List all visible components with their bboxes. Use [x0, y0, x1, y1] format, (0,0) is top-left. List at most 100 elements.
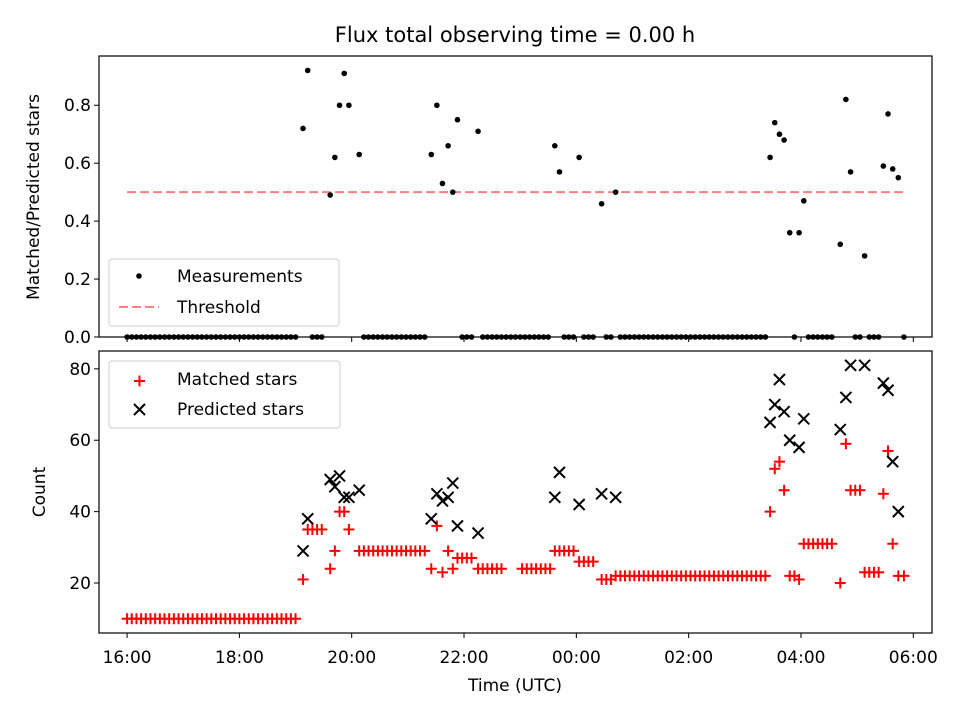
bottom-y-tick-label: 20 [69, 574, 91, 594]
predicted-point-b [301, 512, 314, 525]
matched-point [329, 545, 341, 557]
measurement-point [767, 154, 773, 161]
predicted-point-b [333, 469, 346, 483]
predicted-point-b [892, 505, 905, 518]
matched-point [596, 573, 608, 585]
bottom-plot: 20 40 60 80 16:00 18:00 20:00 22:00 00:00 02:00 04… [30, 350, 938, 696]
measurement-point [346, 102, 352, 109]
matched-point [873, 566, 885, 578]
legend-matched-marker [134, 375, 145, 387]
predicted-point [892, 505, 905, 518]
measurement-point [612, 189, 619, 195]
x-axis-label: Time (UTC) [467, 676, 562, 696]
matched-point [353, 545, 365, 557]
bottom-plot-ticks: 20 40 60 80 16:00 18:00 20:00 22:00 00:00 02:00 04… [69, 360, 937, 668]
matched-point [759, 570, 771, 582]
predicted-point [763, 416, 777, 429]
predicted-point-b [441, 491, 455, 504]
predicted-point-b [553, 466, 566, 479]
predicted-point [471, 526, 485, 540]
predicted-point-b [446, 476, 459, 490]
top-y-tick-label: 0.4 [64, 212, 91, 232]
measurement-point [576, 154, 582, 161]
predicted-point [548, 491, 562, 504]
x-tick-label: 04:00 [776, 648, 825, 668]
matched-point [553, 545, 565, 557]
predicted-point-b [342, 491, 356, 504]
measurement-point [428, 151, 435, 158]
legend-measurements-label: Measurements [177, 267, 303, 287]
matched-point [854, 484, 866, 496]
top-legend-box [108, 258, 340, 327]
matched-point [495, 563, 507, 575]
predicted-point [797, 412, 810, 426]
legend-predicted-marker [133, 403, 146, 416]
top-legend: Measurements Threshold [108, 258, 340, 327]
top-plot: 0.00.20.40.60.8 Matched/Predicted stars … [24, 55, 933, 348]
predicted-point [792, 441, 806, 454]
matched-point [436, 566, 448, 578]
matched-point [773, 456, 785, 468]
legend-measurements-marker [136, 273, 142, 279]
predicted-point [858, 359, 871, 372]
bottom-plot-marks [121, 359, 910, 625]
predicted-point [425, 512, 438, 525]
x-tick-label: 18:00 [215, 648, 264, 668]
predicted-point [572, 498, 586, 511]
predicted-point-b [858, 359, 871, 372]
top-y-tick-label: 0.0 [64, 328, 91, 348]
predicted-point [333, 469, 346, 483]
measurement-point [434, 102, 440, 109]
predicted-point [881, 384, 895, 397]
legend-predicted-label: Predicted stars [177, 400, 304, 420]
x-tick-label: 06:00 [889, 648, 938, 668]
measurement-point [445, 143, 451, 149]
predicted-point-b [436, 494, 449, 508]
bottom-y-tick-label: 80 [69, 360, 91, 380]
predicted-point-b [430, 487, 444, 500]
matched-point [338, 506, 350, 518]
bottom-legend: Matched stars Predicted stars [108, 360, 341, 429]
matched-point [877, 488, 889, 500]
measurement-point [341, 70, 348, 77]
top-y-tick-label: 0.6 [64, 154, 91, 174]
measurement-point [895, 174, 902, 181]
x-tick-label: 22:00 [440, 648, 489, 668]
predicted-point-b [797, 412, 810, 426]
legend-threshold-label: Threshold [176, 298, 261, 318]
matched-point [544, 563, 556, 575]
predicted-point-b [451, 519, 464, 533]
predicted-point [595, 487, 608, 500]
measurement-point [781, 137, 787, 143]
matched-point [419, 545, 431, 557]
matched-point [290, 613, 302, 625]
predicted-point [609, 491, 622, 504]
measurement-point [449, 189, 456, 195]
predicted-point-b [768, 398, 781, 411]
chart-title: Flux total observing time = 0.00 h [335, 23, 695, 47]
predicted-point [886, 455, 899, 468]
predicted-point-b [881, 384, 895, 397]
predicted-point [777, 405, 791, 418]
matched-point [764, 506, 776, 518]
predicted-point-b [834, 423, 847, 436]
matched-point [845, 484, 857, 496]
matched-point [887, 538, 899, 550]
matched-point [568, 545, 580, 557]
measurement-point [837, 241, 844, 248]
predicted-point [839, 391, 853, 404]
matched-point [324, 563, 336, 575]
matched-point [573, 556, 585, 568]
predicted-point [441, 491, 455, 504]
matched-point [892, 570, 904, 582]
measurement-point [796, 229, 802, 236]
measurement-point [556, 169, 563, 175]
matched-point [826, 538, 838, 550]
predicted-point-b [877, 376, 890, 390]
predicted-point-b [792, 441, 806, 454]
matched-point [840, 438, 852, 450]
predicted-point-b [323, 473, 337, 486]
predicted-point [430, 487, 444, 500]
predicted-point [352, 484, 366, 497]
x-tick-label: 02:00 [664, 648, 713, 668]
